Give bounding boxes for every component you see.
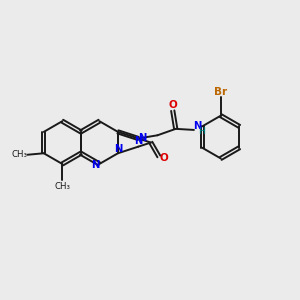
Text: CH₃: CH₃ [11, 150, 27, 159]
Text: N: N [193, 122, 201, 131]
Text: N: N [134, 136, 142, 146]
Text: O: O [168, 100, 177, 110]
Text: Br: Br [214, 86, 227, 97]
Text: N: N [139, 134, 147, 143]
Text: N: N [114, 144, 123, 154]
Text: N: N [91, 160, 100, 170]
Text: CH₃: CH₃ [54, 182, 70, 191]
Text: H: H [198, 127, 206, 136]
Text: O: O [160, 153, 169, 163]
